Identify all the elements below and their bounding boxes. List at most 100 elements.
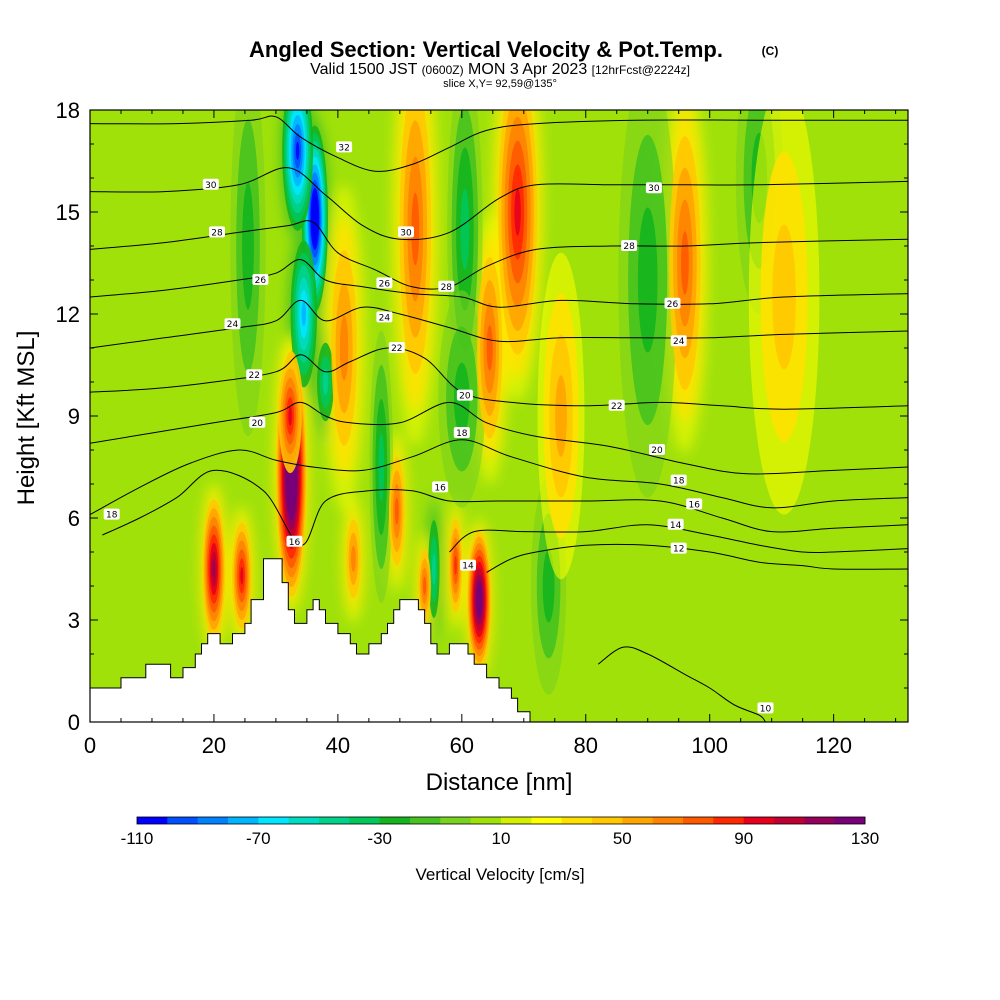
colorbar-swatch [531,817,563,824]
velocity-band [322,368,329,396]
isentrope-lines [90,115,908,722]
contour-label-box [670,474,687,486]
colorbar-tick-label: 50 [613,829,632,848]
y-axis: 0 3 6 9 12 15 18 [56,98,908,735]
contour-label-box [670,542,687,554]
colorbar-swatch [501,817,532,824]
contour-label-text: 30 [400,228,412,238]
isentrope-10 [597,646,766,722]
contour-label-text: 30 [648,184,660,194]
colorbar-swatch [319,817,350,824]
contour-label-box [432,481,449,493]
contour-label: 20 [456,389,473,402]
y-tick-label: 6 [68,506,80,531]
contour-label-text: 22 [248,371,259,381]
contour-label-box [398,226,414,238]
contour-label-box [686,498,703,510]
contour-label-box [757,702,774,714]
contour-label: 16 [432,481,449,493]
contour-label-text: 30 [205,181,217,191]
contour-label-box [456,389,473,401]
velocity-band [454,556,457,575]
contour-label: 28 [621,240,638,252]
plot-area: 32 30 30 30 28 28 28 26 26 26 24 24 24 22 22 22 20 20 20 18… [90,110,908,722]
y-tick-label: 12 [56,302,80,327]
contour-label: 14 [460,559,476,572]
contour-label: 26 [376,277,393,289]
velocity-band [478,593,481,606]
subtitle-valid: Valid 1500 JST [310,61,418,78]
velocity-band [295,141,300,160]
contour-label-box [252,274,269,285]
colorbar-swatch [834,817,866,824]
colorbar-tick-label: -30 [367,829,392,848]
contour-label-text: 24 [227,320,239,330]
contour-label: 22 [246,369,263,381]
colorbar-frame [136,816,866,825]
colorbar-label: Vertical Velocity [cm/s] [415,865,584,884]
contour-label-box [249,416,266,428]
contour-label-box [202,178,219,190]
contour-label-box [645,182,662,194]
colorbar-tick-label: 130 [851,829,879,848]
x-axis-label: Distance [nm] [426,769,573,796]
velocity-band [637,207,658,353]
contour-label-text: 26 [667,300,679,310]
contour-label-text: 14 [670,521,682,531]
contour-label-text: 20 [252,419,264,429]
velocity-band [242,182,254,310]
velocity-band [288,406,293,426]
velocity-band [542,549,555,623]
x-axis: 0 20 40 60 80 100 120 [84,110,897,758]
velocity-band [555,375,567,457]
colorbar-swatch [228,817,259,824]
colorbar-swatch [743,817,775,824]
colorbar-tick-label: -110 [121,829,154,848]
contour-label-text: 20 [459,392,471,402]
y-tick-label: 0 [68,710,80,735]
colorbar-swatch [410,817,441,824]
contour-label-box [664,297,681,309]
contour-label-text: 12 [673,545,684,555]
contour-label: 18 [670,474,687,487]
terrain-mask [90,558,908,722]
contour-label: 28 [438,280,455,293]
isentrope-20 [90,401,908,475]
contour-label-box [286,535,303,547]
contour-label-text: 16 [289,538,301,548]
contour-label: 20 [649,444,665,456]
velocity-band [351,545,356,572]
contour-label: 14 [667,518,684,531]
contour-label: 30 [202,178,219,191]
colorbar [136,816,866,825]
contour-label-text: 26 [379,279,391,289]
contour-label-text: 28 [211,228,223,238]
contour-label: 12 [670,542,687,555]
isentrope-32 [90,115,908,172]
contour-label-box [224,318,241,330]
colorbar-swatch [622,817,654,824]
contour-label-text: 18 [106,511,118,521]
contour-label-text: 22 [611,402,622,412]
contour-label-box [388,342,405,353]
contour-label: 16 [286,535,303,548]
velocity-band [423,576,427,596]
isentrope-30 [90,167,908,241]
contour-label-text: 20 [651,446,663,456]
velocity-band [681,231,689,295]
velocity-band [460,188,470,270]
contour-label-box [670,335,687,347]
colorbar-swatch [683,817,714,824]
y-tick-label: 15 [56,200,80,225]
colorbar-swatch [197,817,229,824]
colorbar-swatch [137,817,168,824]
y-tick-label: 9 [68,404,80,429]
title-copyright-mark: (C) [762,44,779,58]
contour-label-box [376,277,393,289]
colorbar-swatch [470,817,502,824]
x-tick-label: 20 [202,733,226,758]
subtitle-date: MON 3 Apr 2023 [468,61,587,78]
contour-label: 24 [670,335,687,347]
subtitle-forecast: [12hrFcst@2224z] [592,63,690,77]
